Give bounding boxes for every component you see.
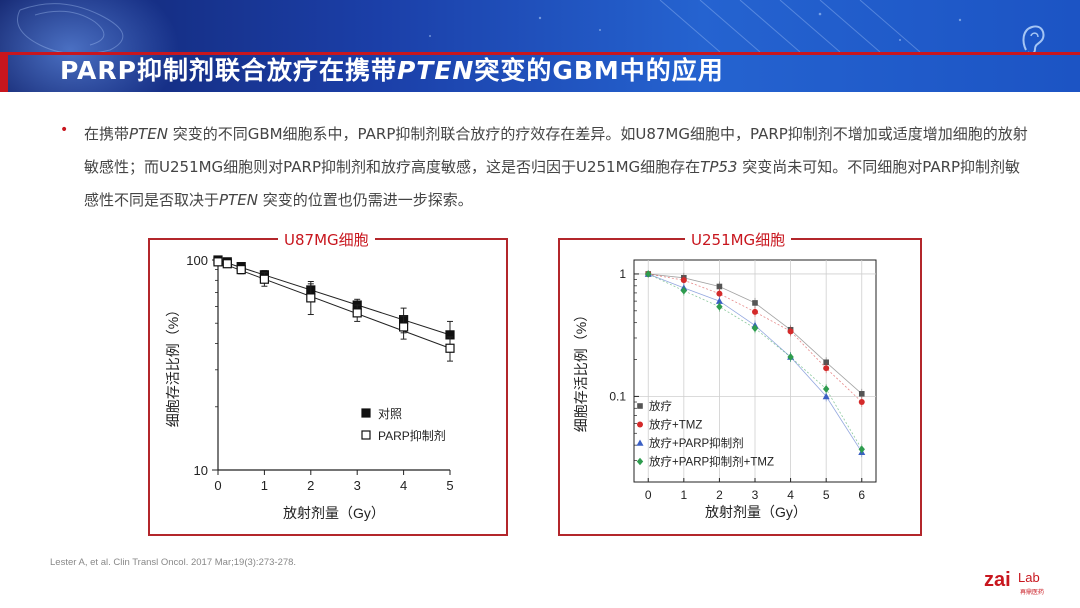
x-tick-label: 4 (400, 478, 407, 493)
banner-decoration (17, 0, 962, 55)
legend-label: 对照 (378, 407, 402, 421)
fit-line-control (217, 259, 451, 336)
data-point (751, 324, 759, 333)
data-point (822, 392, 830, 400)
x-tick-label: 1 (261, 478, 268, 493)
page-title: PARP抑制剂联合放疗在携带PTEN突变的GBM中的应用 (60, 56, 724, 85)
legend-label: 放疗+TMZ (649, 418, 702, 432)
legend-label: 放疗+PARP抑制剂 (649, 436, 744, 450)
data-point (399, 322, 409, 332)
y-tick-label: 1 (619, 267, 626, 281)
x-tick-label: 3 (752, 488, 759, 502)
data-point (858, 391, 865, 397)
u251mg-x-axis-label: 放射剂量（Gy） (705, 504, 807, 520)
x-tick-label: 0 (645, 488, 652, 502)
data-point (752, 300, 758, 306)
legend-label: 放疗+PARP抑制剂+TMZ (649, 455, 774, 469)
u87mg-x-axis-label: 放射剂量（Gy） (283, 505, 385, 521)
legend-label: PARP抑制剂 (378, 428, 446, 443)
data-point (716, 283, 723, 290)
data-point (858, 445, 865, 454)
x-tick-label: 2 (307, 478, 314, 493)
x-tick-label: 0 (214, 478, 221, 493)
legend-marker (361, 430, 371, 440)
logo-text: zai (984, 569, 1011, 591)
data-point (787, 328, 794, 335)
x-tick-label: 2 (716, 488, 723, 502)
x-tick-label: 6 (858, 488, 865, 502)
citation: Lester A, et al. Clin Transl Oncol. 2017… (50, 557, 297, 568)
data-point (306, 293, 316, 303)
legend-marker (636, 439, 644, 446)
u251mg-panel-title: U251MG细胞 (685, 229, 792, 250)
data-point (236, 265, 246, 275)
header-banner (0, 0, 1080, 92)
data-point (680, 277, 687, 284)
legend-marker (636, 457, 644, 466)
y-tick-label: 0.1 (609, 389, 626, 403)
x-tick-label: 5 (446, 478, 453, 493)
data-point (858, 399, 865, 406)
u87mg-y-axis-label: 细胞存活比例（%） (165, 303, 181, 427)
header-red-tab (0, 52, 8, 92)
data-point (823, 359, 829, 366)
header-red-line (0, 52, 1080, 55)
x-tick-label: 4 (787, 488, 794, 502)
body-paragraph: 在携带PTEN 突变的不同GBM细胞系中，PARP抑制剂联合放疗的疗效存在差异。… (84, 125, 1028, 209)
data-point (352, 308, 362, 318)
data-point (715, 297, 723, 304)
y-tick-label: 10 (194, 463, 208, 478)
logo-subtext: 再鼎医药 (1020, 588, 1044, 596)
y-tick-label: 100 (186, 253, 208, 268)
fit-line-parp (217, 261, 451, 349)
data-point (259, 274, 270, 284)
brain-graphic (0, 0, 180, 92)
data-point (222, 259, 232, 269)
x-tick-label: 1 (680, 488, 687, 502)
data-point (823, 365, 830, 372)
logo-suffix: Lab (1018, 570, 1040, 585)
data-point (752, 308, 758, 315)
u251mg-y-axis-label: 细胞存活比例（%） (573, 308, 589, 432)
legend-marker (361, 408, 371, 418)
zailab-logo: zai Lab 再鼎医药 (984, 569, 1044, 596)
u87mg-axes (217, 260, 450, 471)
x-tick-label: 3 (354, 478, 361, 493)
legend-label: 放疗 (649, 399, 672, 413)
legend-marker (637, 421, 643, 428)
legend-marker (637, 403, 643, 409)
u87mg-panel-title: U87MG细胞 (278, 229, 375, 250)
data-point (716, 290, 723, 297)
data-point (445, 343, 455, 353)
data-point (213, 257, 223, 267)
bullet-dot: • (60, 122, 69, 138)
x-tick-label: 5 (823, 488, 830, 502)
u87mg-chart: 0 1 2 3 4 5 100 10 对照 PARP抑制剂 细胞存活比例（%） 放射剂量（Gy） (165, 253, 455, 521)
